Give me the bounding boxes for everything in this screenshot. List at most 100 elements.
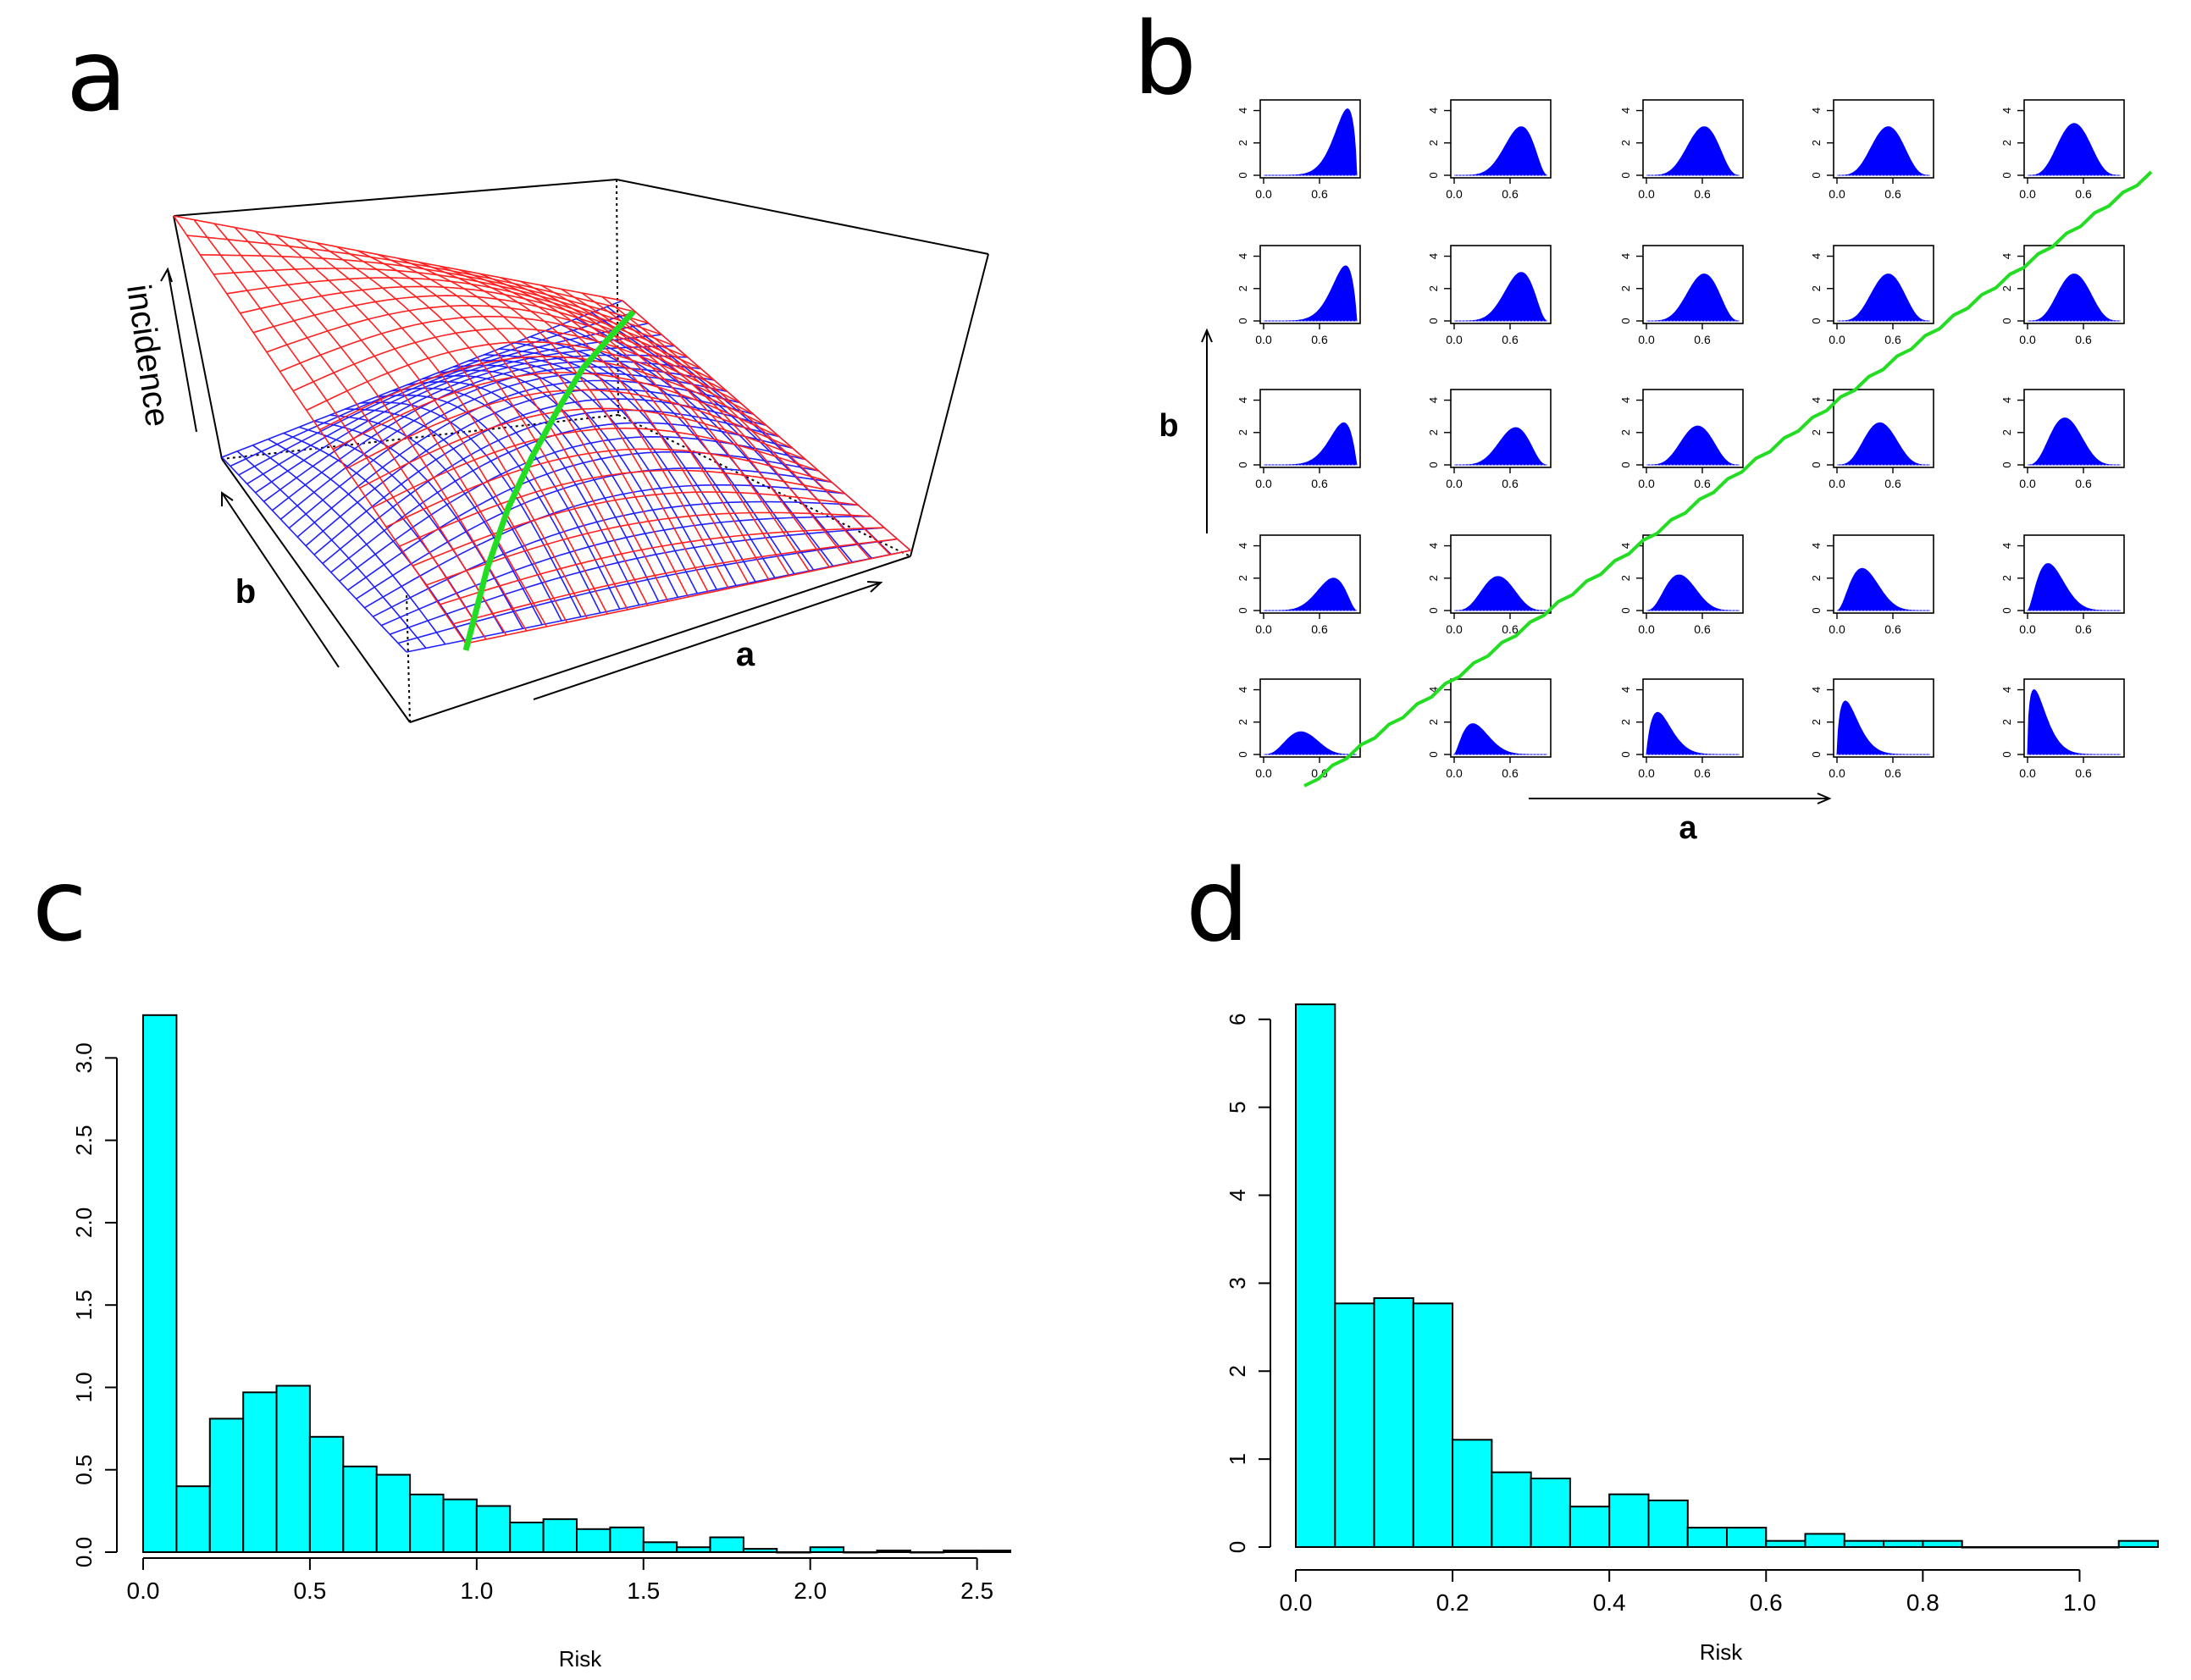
b-y-tick-label: 0 xyxy=(1237,318,1249,323)
b-y-tick-label: 4 xyxy=(1427,108,1440,113)
a-red-gridline xyxy=(200,254,650,324)
b-panel: 0 2 4 0.0 0.6 xyxy=(2000,678,2125,780)
b-panel-frame xyxy=(1450,245,1552,324)
b-x-tick-label: 0.0 xyxy=(2019,622,2036,636)
b-y-tick-label: 4 xyxy=(1237,253,1249,259)
b-panel: 0 2 4 0.0 0.6 xyxy=(1810,389,1934,490)
b-density-shape xyxy=(1646,425,1740,466)
b-xlabel: a xyxy=(1679,810,1697,846)
a-red-gridline xyxy=(332,372,780,450)
a-red-gridline xyxy=(240,285,689,358)
b-x-tick-label: 0.6 xyxy=(1884,766,1901,780)
b-panel: 0 2 4 0.0 0.6 xyxy=(2000,389,2125,490)
b-x-tick-label: 0.0 xyxy=(1255,622,1272,636)
hist-bar xyxy=(275,1384,311,1553)
b-y-tick-label: 0 xyxy=(1619,461,1632,467)
a-red-gridline xyxy=(439,527,885,605)
a-box-edge xyxy=(173,215,223,460)
b-y-tick-label: 2 xyxy=(1237,429,1249,435)
a-red-gridline xyxy=(186,235,636,313)
a-blue-gridline xyxy=(330,422,794,573)
b-x-tick-label: 0.0 xyxy=(2019,477,2036,490)
hist-bar xyxy=(1726,1527,1768,1548)
b-panel-frame xyxy=(2023,245,2125,324)
b-panel-frame xyxy=(1642,678,1744,758)
b-density-shape xyxy=(1837,126,1930,176)
b-panel: 0 2 4 0.0 0.6 xyxy=(1427,245,1552,346)
b-y-tick-label: 4 xyxy=(1427,397,1440,403)
a-box-edge xyxy=(910,253,989,557)
a-red-gridline xyxy=(425,511,871,586)
hist-bar xyxy=(2078,1546,2120,1549)
a-red-gridline xyxy=(399,469,845,547)
b-density-shape xyxy=(1264,108,1358,176)
b-y-tick-label: 0 xyxy=(1810,607,1823,613)
b-y-tick-label: 4 xyxy=(1619,543,1632,549)
b-axis-arrows xyxy=(1201,328,1832,804)
b-panel-frame xyxy=(2023,678,2125,758)
b-density-shape xyxy=(1454,427,1547,466)
x-tick-label: 1.0 xyxy=(2063,1589,2096,1616)
x-tick-label: 0.8 xyxy=(1906,1589,1939,1616)
b-y-tick-label: 4 xyxy=(2000,687,2013,693)
b-x-tick-label: 0.6 xyxy=(1502,477,1519,490)
b-panel-frame xyxy=(1259,534,1361,614)
b-density-shape xyxy=(1454,272,1548,322)
b-y-tick-label: 4 xyxy=(1237,108,1249,113)
b-x-tick-label: 0.0 xyxy=(1255,187,1272,201)
b-x-tick-label: 0.6 xyxy=(1502,766,1519,780)
b-panel: 0 2 4 0.0 0.6 xyxy=(1237,534,1361,636)
b-x-tick-label: 0.0 xyxy=(1446,477,1463,490)
a-red-gridline xyxy=(359,407,806,489)
a-green-line xyxy=(462,309,636,651)
b-panel-frame xyxy=(1259,245,1361,324)
b-y-tick-label: 0 xyxy=(1810,172,1823,178)
hist-bar xyxy=(1804,1533,1845,1549)
b-panel-frame xyxy=(1833,534,1934,614)
b-y-tick-label: 4 xyxy=(1427,543,1440,549)
b-green-line xyxy=(1303,170,2153,788)
b-y-tick-label: 2 xyxy=(1427,140,1440,146)
a-blue-gridline xyxy=(389,527,885,635)
b-y-tick-label: 0 xyxy=(1619,751,1632,757)
b-y-tick-label: 2 xyxy=(2000,285,2013,291)
b-x-tick-label: 0.6 xyxy=(1311,766,1328,780)
y-tick-label: 3.0 xyxy=(71,1042,97,1073)
x-tick-label: 1.0 xyxy=(460,1578,493,1604)
b-y-tick-label: 2 xyxy=(1619,140,1632,146)
b-panel: 0 2 4 0.0 0.6 xyxy=(1427,534,1552,636)
hist-bar xyxy=(1530,1478,1571,1548)
hist-bar xyxy=(1373,1297,1414,1548)
a-red-mesh xyxy=(173,215,911,644)
b-y-tick-label: 0 xyxy=(1237,751,1249,757)
b-x-tick-label: 0.0 xyxy=(1829,187,1845,201)
hist-bar xyxy=(442,1498,478,1553)
b-y-tick-label: 2 xyxy=(2000,575,2013,581)
d-bars xyxy=(1295,1003,2159,1549)
hist-bar xyxy=(609,1526,645,1554)
b-panel-frame xyxy=(1833,678,1934,758)
b-panel: 0 2 4 0.0 0.6 xyxy=(1237,245,1361,346)
b-y-tick-label: 2 xyxy=(1427,429,1440,435)
b-y-tick-label: 2 xyxy=(1810,285,1823,291)
b-panel-frame xyxy=(1642,389,1744,468)
b-y-tick-label: 4 xyxy=(1427,253,1440,259)
b-x-tick-label: 0.6 xyxy=(1311,187,1328,201)
b-y-tick-label: 2 xyxy=(1619,575,1632,581)
b-panel: 0 2 4 0.0 0.6 xyxy=(1810,99,1934,201)
b-x-tick-label: 0.0 xyxy=(2019,766,2036,780)
hist-bar xyxy=(2000,1546,2042,1549)
a-red-gridline xyxy=(173,215,623,301)
a-bounding-box xyxy=(173,179,989,723)
b-y-tick-label: 2 xyxy=(1427,285,1440,291)
b-panel-frame xyxy=(1450,389,1552,468)
b-y-tick-label: 2 xyxy=(1810,719,1823,725)
c-xlabel: Risk xyxy=(559,1646,603,1672)
y-tick-label: 1.0 xyxy=(71,1372,97,1402)
a-axis-arrows xyxy=(160,267,883,700)
a-blue-gridline xyxy=(364,484,845,609)
b-x-tick-label: 0.0 xyxy=(1638,477,1655,490)
a-red-gridline xyxy=(465,550,911,644)
